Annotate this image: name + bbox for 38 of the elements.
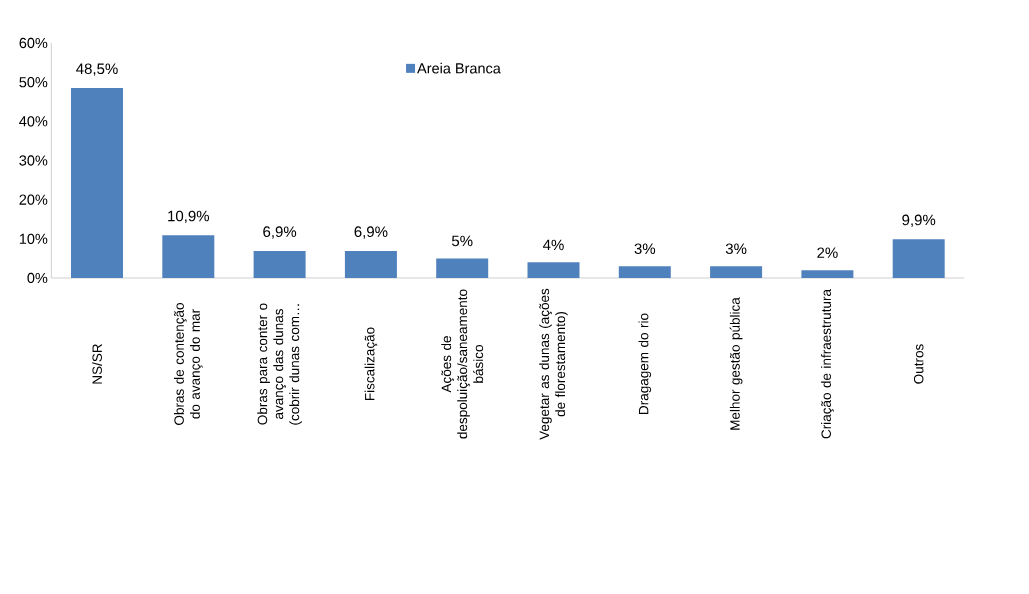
x-tick-label: Obras de contenção do avanço do mar	[173, 303, 203, 425]
bar	[436, 258, 489, 278]
y-tick-label: 20%	[19, 194, 48, 205]
data-label: 48,5%	[76, 63, 118, 76]
y-tick-label: 30%	[19, 155, 48, 166]
x-tick-label: Outros	[913, 344, 924, 384]
y-tick-label: 0%	[27, 272, 48, 284]
x-tick-label: Obras para conter o avanço das dunas (cobrir dunas com…	[257, 303, 302, 425]
legend-label: Areia Branca	[417, 62, 501, 74]
bar	[618, 266, 671, 278]
bar	[253, 250, 306, 278]
data-label: 2%	[817, 247, 838, 258]
bar	[892, 239, 945, 278]
y-tick-label: 50%	[19, 77, 48, 88]
bar	[71, 88, 124, 278]
x-tick-label: Melhor gestão pública	[729, 297, 743, 430]
bar	[527, 262, 580, 278]
bar	[344, 250, 397, 278]
x-tick-label: Dragagem do rio	[638, 313, 652, 414]
data-label: 5%	[451, 235, 473, 247]
data-label: 10,9%	[168, 210, 210, 224]
x-tick-label: Criação de infraestrutura	[821, 289, 834, 439]
data-label: 6,9%	[263, 226, 297, 239]
data-label: 9,9%	[902, 214, 936, 228]
x-tick-label: Ações de despoluição/saneamento básico	[441, 289, 484, 439]
data-label: 4%	[543, 239, 564, 251]
bar	[710, 266, 763, 278]
x-tick-label: Fiscalização	[364, 327, 378, 401]
data-label: 6,9%	[354, 226, 388, 239]
bar	[801, 270, 854, 278]
bar	[162, 235, 215, 278]
y-tick-label: 10%	[19, 233, 48, 244]
x-tick-label: NS/SR	[92, 344, 102, 384]
data-label: 3%	[725, 243, 747, 255]
y-tick-label: 40%	[19, 116, 48, 127]
data-label: 3%	[634, 243, 656, 255]
x-tick-label: Vegetar as dunas (ações de florestamento)	[539, 288, 568, 440]
y-tick-label: 60%	[19, 37, 48, 49]
